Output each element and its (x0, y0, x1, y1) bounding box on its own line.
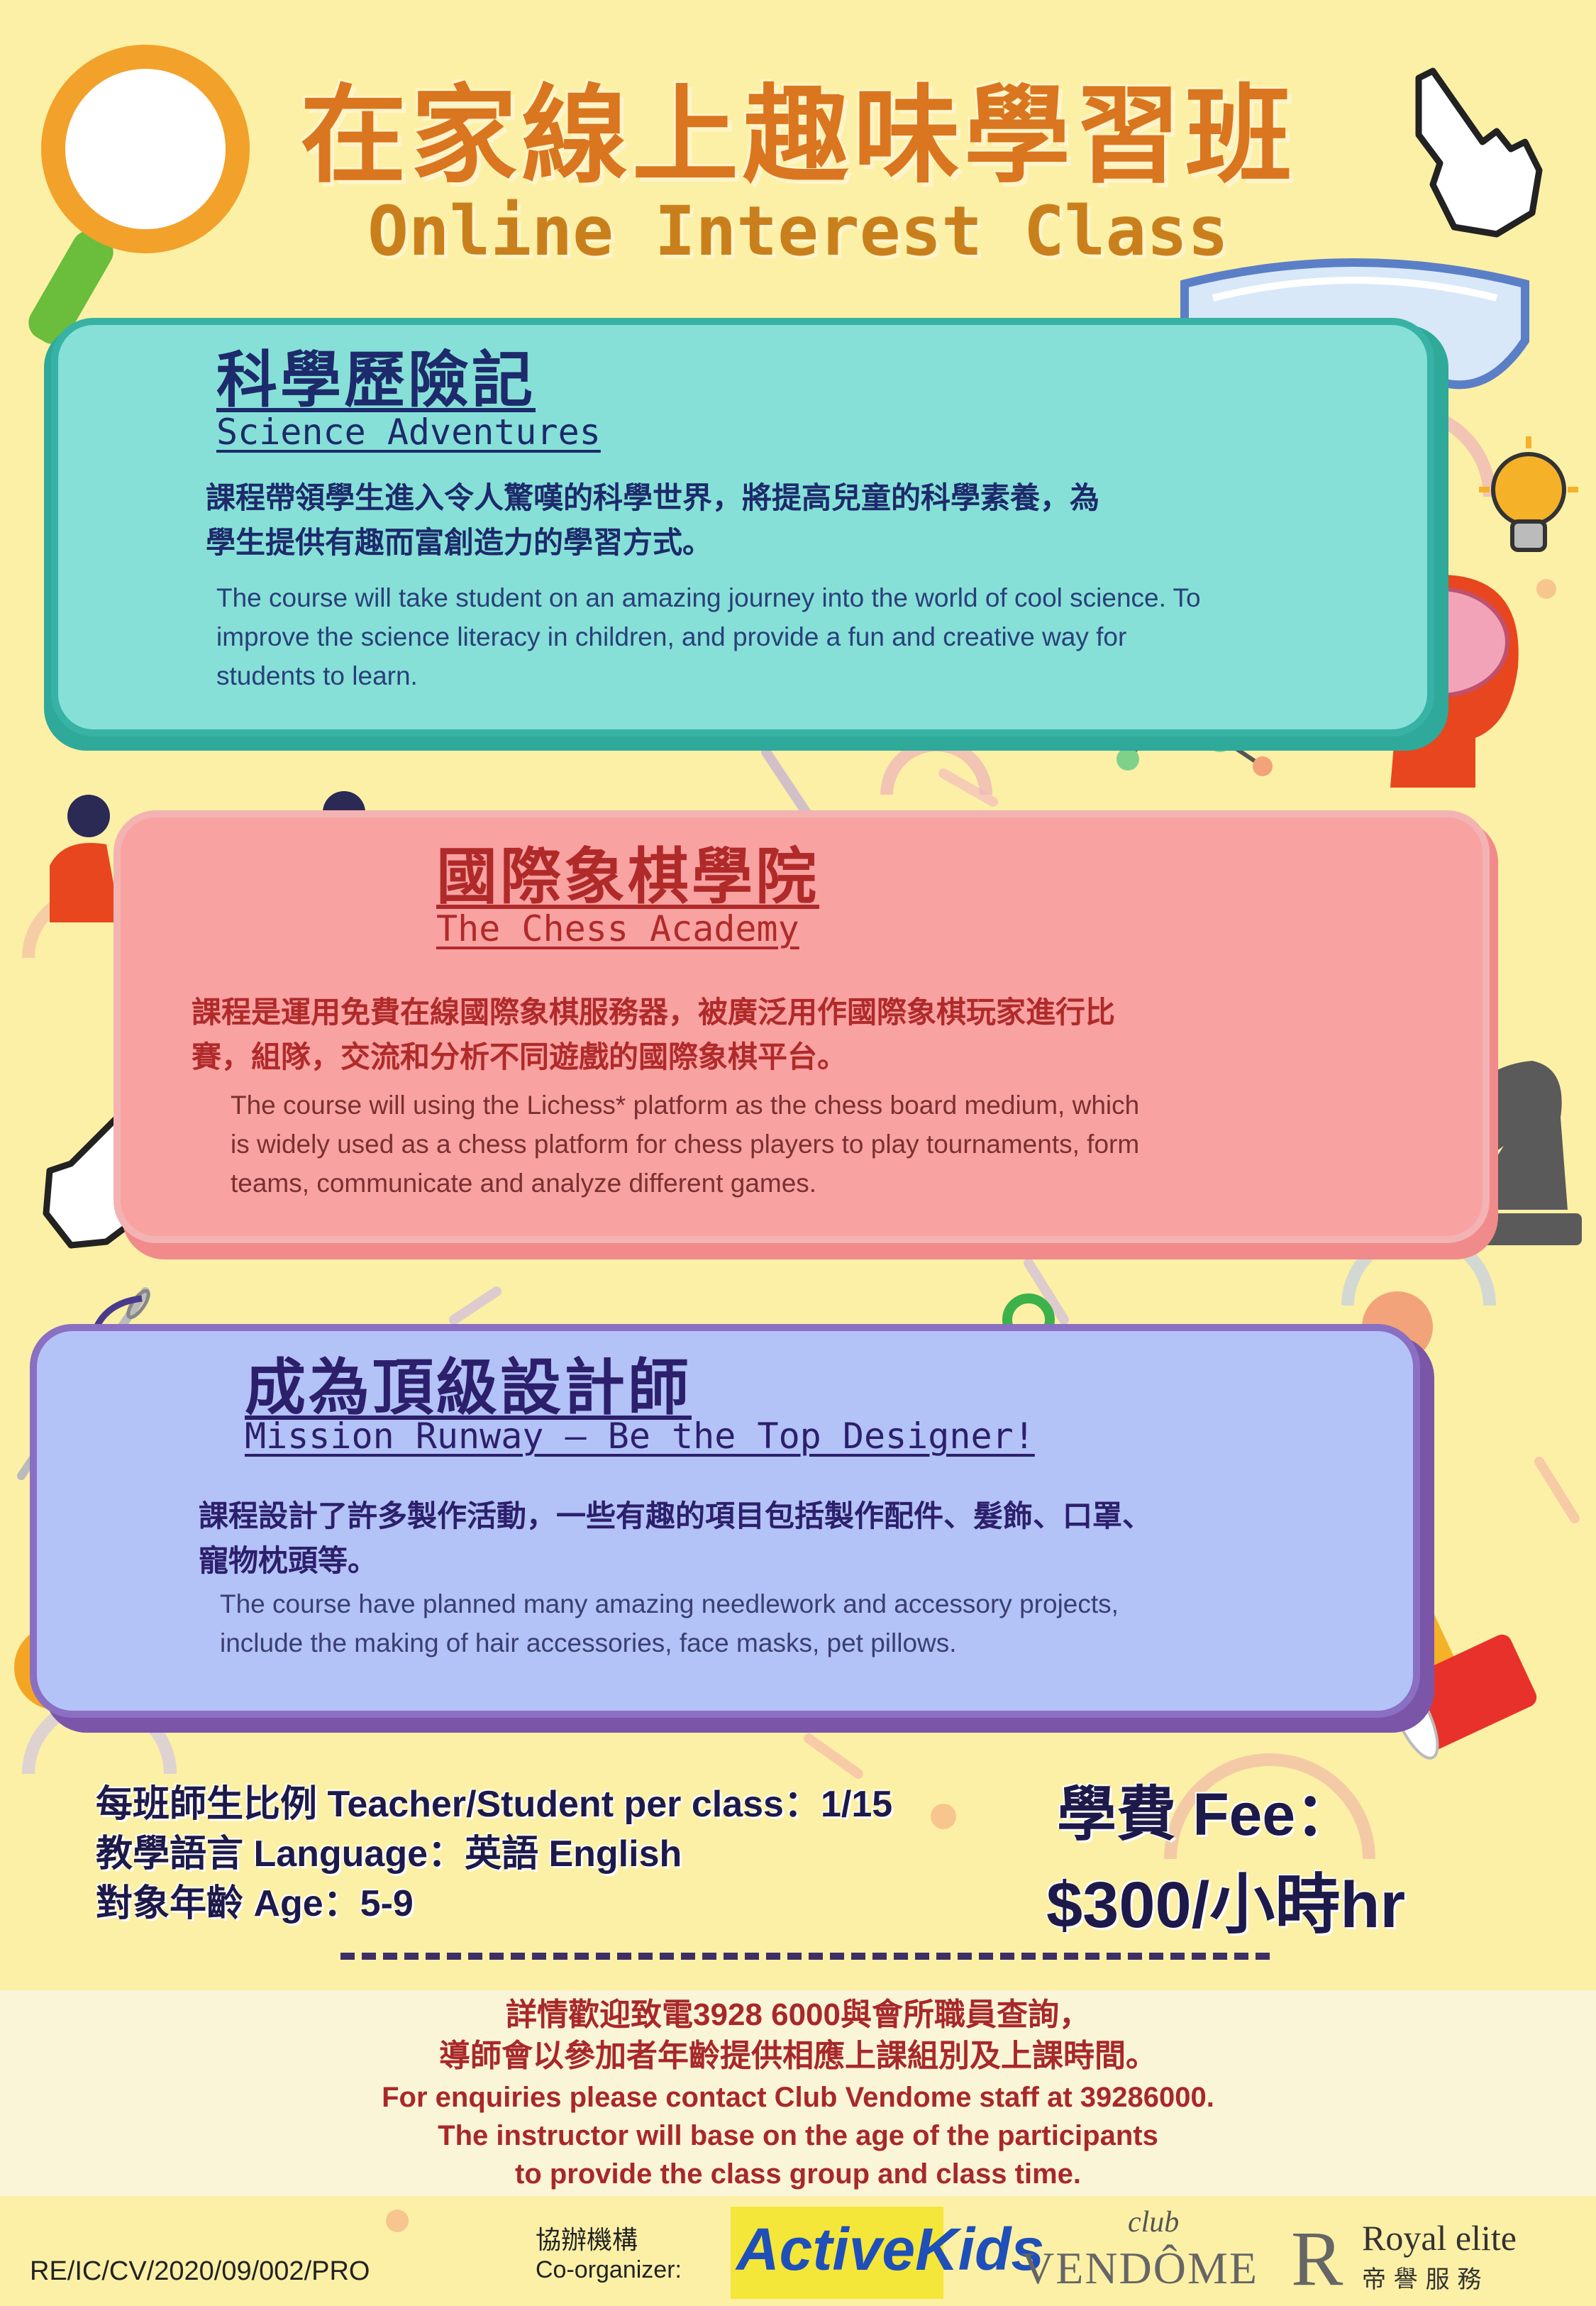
page-title: 在家線上趣味學習班 (299, 75, 1296, 198)
chess-desc-en-3: teams, communicate and analyze different… (231, 1169, 817, 1198)
fee-label: 學費 Fee： (1057, 1781, 1356, 1848)
royal-elite-mark: R (1291, 2215, 1343, 2302)
class-age: 對象年齡 Age：5-9 (96, 1883, 414, 1924)
magnifier-icon (28, 45, 250, 344)
science-desc-en-3: students to learn. (216, 661, 418, 690)
class-language: 教學語言 Language：英語 English (96, 1833, 682, 1875)
designer-desc-cn-2: 寵物枕頭等。 (199, 1543, 378, 1578)
chess-desc-cn-1: 課程是運用免費在線國際象棋服務器，被廣泛用作國際象棋玩家進行比 (192, 995, 1116, 1030)
science-card (51, 318, 1434, 737)
enquiry-cn-2: 導師會以參加者年齡提供相應上課組別及上課時間。 (439, 2039, 1157, 2073)
designer-card (30, 1324, 1420, 1718)
activekids-logo: ActiveKids (731, 2207, 1044, 2299)
class-ratio: 每班師生比例 Teacher/Student per class：1/15 (96, 1784, 893, 1825)
vendome-club-text: club (1128, 2206, 1180, 2239)
royal-elite-cn: 帝 譽 服 務 (1362, 2266, 1482, 2294)
designer-title-en: Mission Runway – Be the Top Designer! (245, 1416, 1035, 1457)
fee-value: $300/小時hr (1046, 1869, 1406, 1941)
coorganizer-label-en: Co-organizer: (536, 2256, 682, 2283)
enquiry-en-3: to provide the class group and class tim… (515, 2158, 1081, 2190)
divider (340, 1953, 1270, 1960)
chess-desc-en-1: The course will using the Lichess* platf… (231, 1091, 1140, 1120)
chess-title-en: The Chess Academy (436, 908, 799, 949)
designer-desc-cn-1: 課程設計了許多製作活動，一些有趣的項目包括製作配件、髮飾、口罩、 (199, 1499, 1153, 1533)
enquiry-panel (0, 1990, 1596, 2196)
designer-title-cn: 成為頂級設計師 (245, 1352, 692, 1423)
science-desc-cn-1: 課程帶領學生進入令人驚嘆的科學世界，將提高兒童的科學素養，為 (206, 480, 1100, 515)
science-title-cn: 科學歷險記 (216, 345, 536, 416)
chess-desc-en-2: is widely used as a chess platform for c… (231, 1130, 1140, 1159)
lightbulb-icon (1479, 436, 1578, 552)
designer-desc-en-2: include the making of hair accessories, … (220, 1628, 957, 1657)
pointing-hand-icon (1415, 67, 1543, 238)
chess-card (113, 810, 1490, 1243)
chess-title-cn: 國際象棋學院 (436, 842, 819, 912)
enquiry-en-2: The instructor will base on the age of t… (438, 2120, 1158, 2151)
enquiry-en-1: For enquiries please contact Club Vendom… (382, 2082, 1214, 2113)
chess-desc-cn-2: 賽，組隊，交流和分析不同遊戲的國際象棋平台。 (192, 1039, 848, 1074)
enquiry-cn-1: 詳情歡迎致電3928 6000與會所職員查詢， (506, 1997, 1090, 2032)
coorganizer-label-cn: 協辦機構 (536, 2226, 638, 2255)
science-desc-en-2: improve the science literacy in children… (216, 622, 1127, 651)
vendome-logo: VENDÔME (1021, 2243, 1258, 2293)
science-desc-cn-2: 學生提供有趣而富創造力的學習方式。 (206, 525, 713, 560)
science-title-en: Science Adventures (216, 412, 601, 453)
designer-desc-en-1: The course have planned many amazing nee… (220, 1589, 1119, 1618)
reference-number: RE/IC/CV/2020/09/002/PRO (30, 2256, 370, 2286)
page-subtitle: Online Interest Class (367, 192, 1229, 271)
activekids-logo-text: ActiveKids (736, 2216, 1045, 2283)
royal-elite-logo: Royal elite (1362, 2218, 1517, 2258)
science-desc-en-1: The course will take student on an amazi… (216, 583, 1201, 612)
